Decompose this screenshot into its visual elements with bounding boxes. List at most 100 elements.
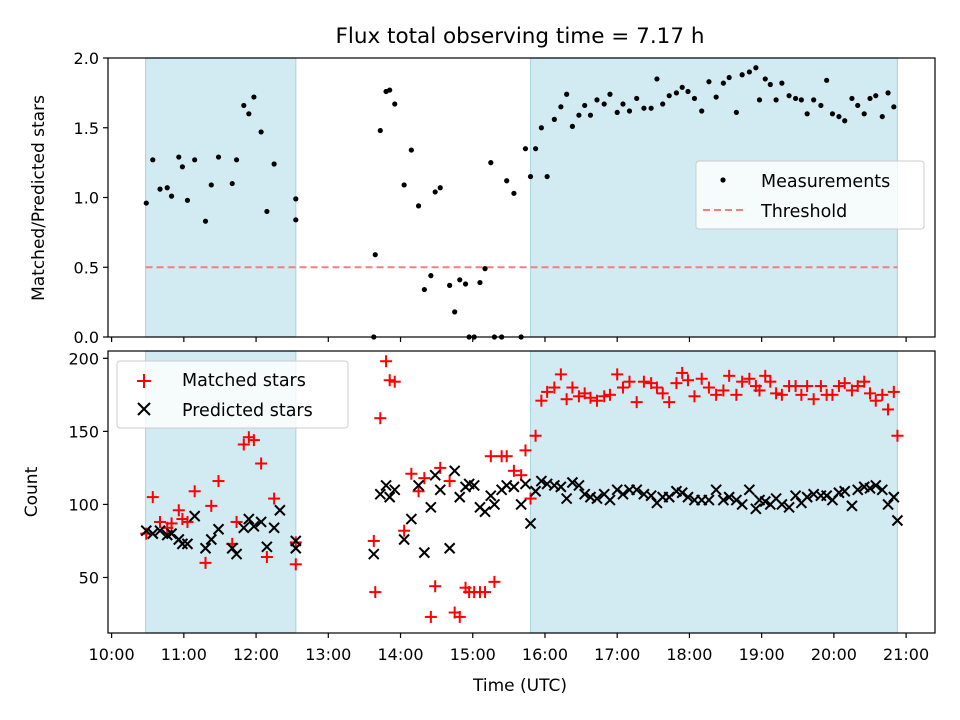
matched-star-point [789, 380, 802, 393]
predicted-legend-label: Predicted stars [182, 401, 313, 421]
predicted-star-point [374, 488, 387, 500]
count-legend-box [116, 360, 349, 429]
measurement-point [251, 94, 257, 100]
top-ytick-label: 1.0 [74, 189, 99, 208]
measurement-point [428, 273, 434, 279]
predicted-star-point [515, 498, 527, 511]
matched-star-point [770, 387, 783, 400]
measurement-point [849, 95, 855, 102]
measurement-point [762, 76, 768, 82]
bot-ytick-label: 200 [68, 349, 99, 368]
predicted-star-point [846, 500, 858, 512]
matched-star-point [826, 388, 839, 401]
ratio-panel: 0.00.51.01.52.0 Matched/Predicted stars … [29, 49, 936, 347]
matched-star-point [212, 475, 225, 488]
measurement-point [258, 129, 264, 135]
measurement-point [824, 77, 830, 83]
matched-star-point [882, 403, 895, 416]
predicted-star-point [418, 546, 431, 559]
measurement-point [264, 208, 270, 215]
predicted-star-point [479, 506, 491, 518]
matched-star-point [650, 381, 663, 394]
matched-star-point [759, 369, 772, 382]
measurement-point [176, 154, 182, 160]
predicted-star-point [578, 488, 591, 500]
predicted-star-point [864, 482, 876, 495]
matched-star-point [891, 429, 904, 442]
measurement-point [634, 95, 640, 102]
predicted-star-point [238, 522, 250, 534]
matched-star-point [535, 394, 548, 407]
matched-star-point [484, 450, 497, 463]
measurement-point [855, 102, 861, 109]
predicted-star-point [591, 492, 603, 505]
predicted-star-point [839, 485, 851, 497]
matched-legend-label: Matched stars [182, 371, 306, 391]
matched-star-point [412, 485, 425, 498]
measurement-point [786, 93, 792, 99]
predicted-star-point [274, 504, 286, 516]
measurement-point [713, 94, 719, 100]
predicted-star-point [412, 479, 425, 492]
xtick-label: 16:00 [522, 645, 568, 664]
predicted-star-point [801, 491, 813, 503]
predicted-star-point [405, 513, 418, 525]
xtick-label: 17:00 [594, 645, 640, 664]
predicted-star-point [604, 494, 616, 506]
count-panel: 50 100 150 200 10:00 11:00 12:00 13:00 14:00 15:… [22, 349, 936, 696]
measurement-point [401, 182, 407, 188]
ratio-y-axis-label: Matched/Predicted stars [29, 95, 49, 301]
matched-star-point [623, 375, 636, 388]
matched-star-point [863, 387, 876, 400]
predicted-star-point [870, 479, 882, 492]
matched-star-point [656, 387, 669, 400]
predicted-star-point [710, 484, 722, 496]
measurement-point [208, 182, 214, 188]
predicted-star-point [736, 498, 748, 511]
measurement-point [891, 104, 897, 110]
measurement-point [372, 252, 378, 258]
predicted-star-point [230, 548, 243, 560]
matched-star-point [887, 385, 900, 398]
count-y-axis-label: Count [22, 466, 42, 517]
measurement-point [842, 118, 848, 124]
matched-star-point [500, 450, 513, 463]
predicted-star-point [454, 491, 466, 503]
predicted-star-point [448, 465, 461, 477]
measurement-point [673, 90, 680, 96]
predicted-star-point [876, 484, 888, 496]
matched-star-point [695, 372, 708, 385]
predicted-star-point [212, 523, 225, 535]
matched-star-point [205, 499, 218, 512]
measurement-point [482, 266, 488, 272]
matched-star-point [405, 467, 418, 480]
predicted-star-point [255, 516, 267, 528]
measurement-point [564, 91, 570, 97]
measurement-point [753, 65, 759, 71]
predicted-star-point [290, 542, 302, 554]
matched-star-point [807, 393, 820, 406]
matched-star-point [858, 375, 871, 388]
xtick-label: 18:00 [666, 645, 712, 664]
matched-star-point [237, 438, 250, 451]
measurement-point [773, 97, 779, 103]
measurements-legend-marker [720, 177, 726, 183]
matched-star-point [702, 381, 715, 394]
measurement-point [804, 111, 810, 117]
measurement-point [421, 286, 427, 293]
measurement-point [836, 113, 842, 120]
measurement-point [706, 79, 712, 85]
measurement-point [594, 97, 600, 103]
measurement-point [377, 127, 383, 134]
matched-star-point [247, 434, 260, 447]
matched-star-point [876, 388, 889, 401]
top-ytick-label: 1.5 [74, 119, 99, 138]
measurement-point [793, 95, 799, 102]
matched-star-point [242, 431, 255, 444]
xtick-label: 14:00 [377, 645, 423, 664]
predicted-star-point [891, 514, 904, 527]
matched-star-point [681, 374, 694, 387]
predicted-star-point [261, 541, 273, 553]
matched-star-point [268, 492, 281, 505]
measurement-point [192, 157, 198, 163]
